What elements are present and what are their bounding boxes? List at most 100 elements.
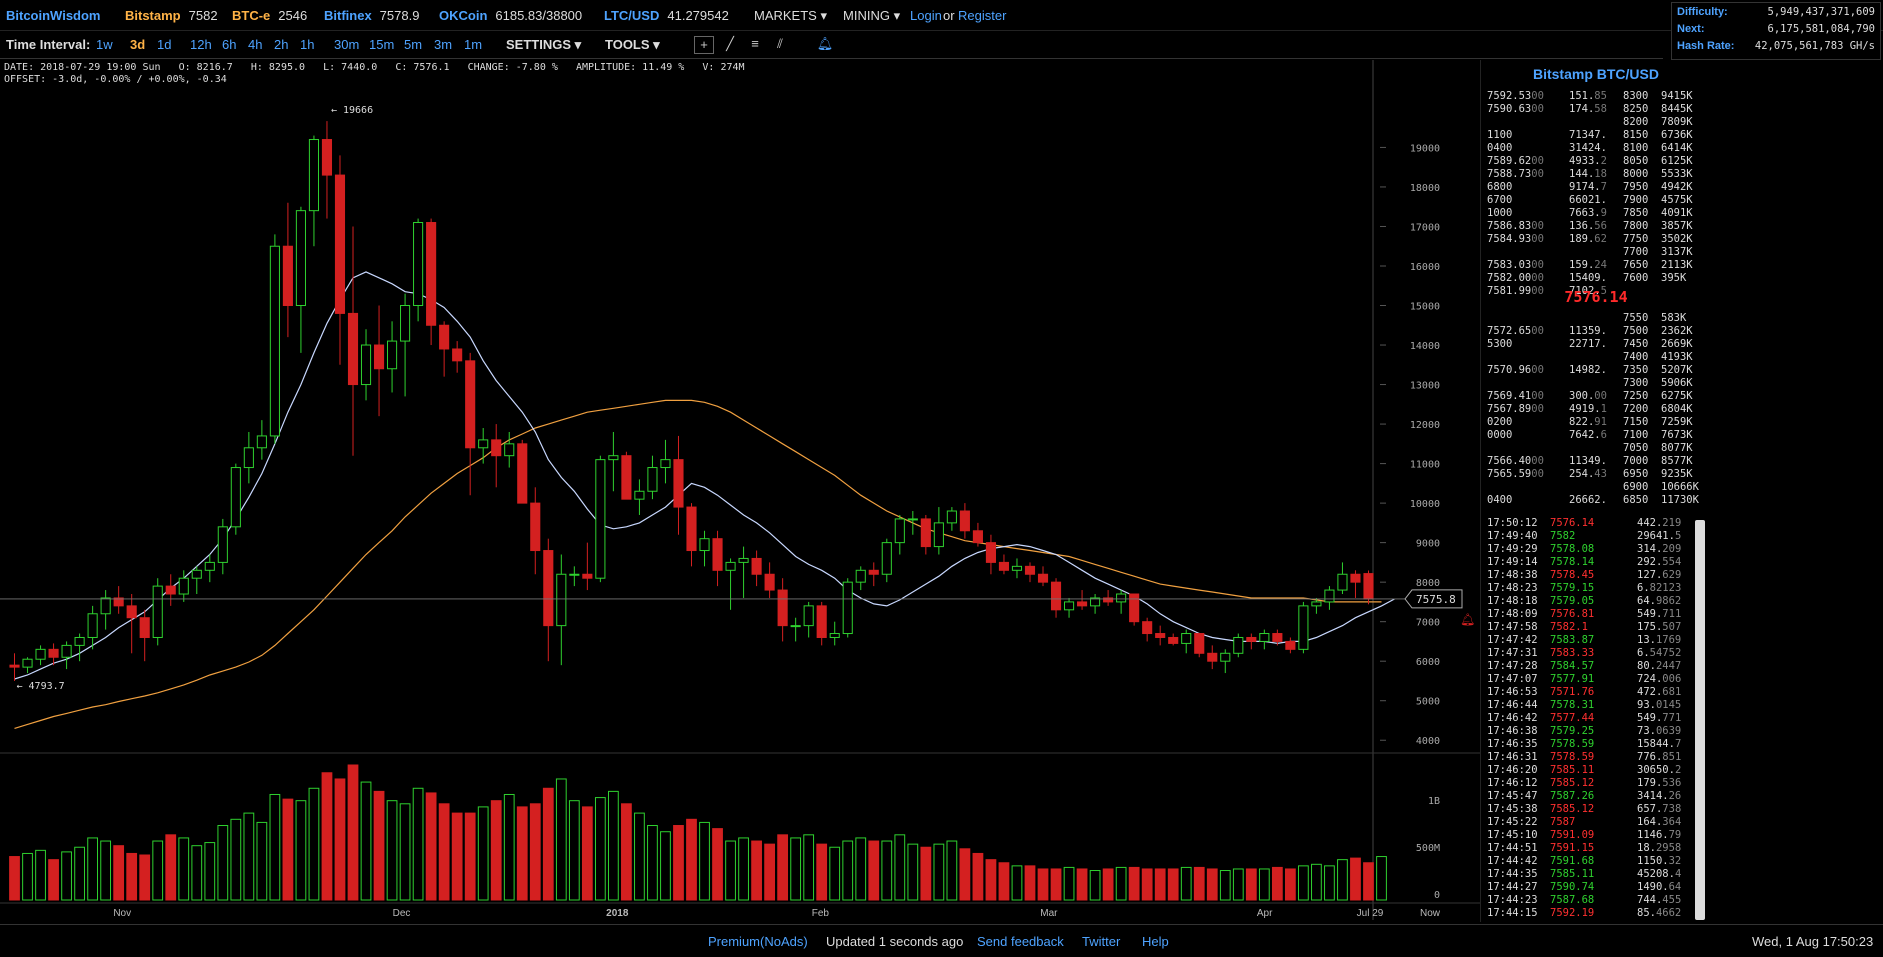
- y-tick-label: 6000: [1416, 657, 1440, 668]
- ask-row[interactable]: 0400 31424. 8100 6414K: [1483, 142, 1709, 155]
- ticker-okcoin[interactable]: OKCoin 6185.83/38800: [439, 8, 582, 23]
- bid-row[interactable]: 7550 583K: [1483, 312, 1709, 325]
- ticker-btce[interactable]: BTC-e 2546: [232, 8, 307, 23]
- bid-row[interactable]: 7569.4100 300.00 7250 6275K: [1483, 390, 1709, 403]
- ask-row[interactable]: 7589.6200 4933.2 8050 6125K: [1483, 155, 1709, 168]
- interval-6h[interactable]: 6h: [222, 37, 237, 52]
- settings-menu[interactable]: SETTINGS ▾: [506, 37, 581, 53]
- interval-12h[interactable]: 12h: [190, 37, 212, 52]
- updated-status: Updated 1 seconds ago: [826, 934, 964, 949]
- interval-2h[interactable]: 2h: [274, 37, 289, 52]
- markets-menu[interactable]: MARKETS ▾: [754, 8, 827, 24]
- interval-15m[interactable]: 15m: [369, 37, 395, 52]
- bid-row[interactable]: 5300 22717. 7450 2669K: [1483, 338, 1709, 351]
- interval-3m[interactable]: 3m: [434, 37, 453, 52]
- ask-row[interactable]: 7582.0000 15409. 7600 395K: [1483, 272, 1709, 285]
- candle-body: [1168, 636, 1179, 644]
- interval-3d[interactable]: 3d: [130, 37, 146, 52]
- volume-bar: [1050, 868, 1062, 901]
- ask-row[interactable]: 1000 7663.9 7850 4091K: [1483, 207, 1709, 220]
- ticker-exchange: Bitfinex: [324, 8, 372, 23]
- bid-row[interactable]: 7566.4000 11349. 7000 8577K: [1483, 455, 1709, 468]
- trade-amount-digits: 4: [1674, 868, 1682, 880]
- trendline-icon[interactable]: ╱: [726, 36, 734, 51]
- trade-time: 17:45:38: [1487, 803, 1538, 815]
- y-tick-label: 18000: [1410, 183, 1440, 194]
- ask-row[interactable]: 7586.8300 136.56 7800 3857K: [1483, 220, 1709, 233]
- candlestick-chart[interactable]: 19000 18000 17000 16000 15000 14000 13000 12000…: [0, 60, 1480, 920]
- order-amount-digits: 2: [1600, 155, 1607, 167]
- price-chart-area[interactable]: 19000 18000 17000 16000 15000 14000 13000 12000…: [0, 60, 1480, 920]
- volume-bar: [204, 842, 216, 901]
- bid-row[interactable]: 7050 8077K: [1483, 442, 1709, 455]
- trades-scrollbar[interactable]: [1695, 520, 1705, 920]
- interval-1d[interactable]: 1d: [157, 37, 172, 52]
- depth-sum: 8577K: [1661, 455, 1693, 467]
- candle-body: [1363, 573, 1374, 600]
- ask-row[interactable]: 6800 9174.7 7950 4942K: [1483, 181, 1709, 194]
- twitter-link[interactable]: Twitter: [1082, 934, 1121, 949]
- ask-row[interactable]: 1100 71347. 8150 6736K: [1483, 129, 1709, 142]
- bell-icon[interactable]: 🔔︎: [816, 36, 834, 51]
- interval-4h[interactable]: 4h: [248, 37, 263, 52]
- register-link[interactable]: Register: [958, 8, 1007, 23]
- login-link[interactable]: Login: [910, 8, 942, 23]
- ask-row[interactable]: 7700 3137K: [1483, 246, 1709, 259]
- ask-row[interactable]: 7592.5300 151.85 8300 9415K: [1483, 90, 1709, 103]
- bid-row[interactable]: 7567.8900 4919.1 7200 6804K: [1483, 403, 1709, 416]
- trade-row: 17:45:22 7587 164.364: [1483, 816, 1693, 829]
- bid-row[interactable]: 7300 5906K: [1483, 377, 1709, 390]
- premium-link[interactable]: Premium(NoAds): [708, 934, 808, 949]
- candle-body: [790, 625, 801, 628]
- interval-1h[interactable]: 1h: [300, 37, 315, 52]
- fan-lines-icon[interactable]: ⫽: [777, 36, 783, 51]
- trade-amount-digits: 851: [1662, 751, 1682, 763]
- candle-body: [556, 573, 567, 627]
- high-price-label: ← 19666: [331, 105, 373, 116]
- ticker-ltcusd[interactable]: LTC/USD 41.279542: [604, 8, 729, 23]
- help-link[interactable]: Help: [1142, 934, 1169, 949]
- bid-row[interactable]: 0400 26662. 6850 11730K: [1483, 494, 1709, 507]
- horizontal-lines-icon[interactable]: ≡: [751, 36, 759, 51]
- trade-amount: 6.82123: [1637, 582, 1682, 594]
- bid-row[interactable]: 6900 10666K: [1483, 481, 1709, 494]
- candle-body: [61, 644, 72, 658]
- candle-body: [1233, 636, 1244, 654]
- volume-bar: [178, 837, 190, 901]
- candle-body: [1285, 640, 1296, 650]
- order-amount: 71347.: [1569, 129, 1607, 141]
- ticker-bitstamp[interactable]: Bitstamp 7582: [125, 8, 218, 23]
- trade-row: 17:44:42 7591.68 1150.32: [1483, 855, 1693, 868]
- bid-row[interactable]: 7565.5900 254.43 6950 9235K: [1483, 468, 1709, 481]
- bid-row[interactable]: 7570.9600 14982. 7350 5207K: [1483, 364, 1709, 377]
- tools-menu[interactable]: TOOLS ▾: [605, 37, 660, 53]
- mining-menu[interactable]: MINING ▾: [843, 8, 900, 24]
- bid-row[interactable]: 0000 7642.6 7100 7673K: [1483, 429, 1709, 442]
- interval-30m[interactable]: 30m: [334, 37, 360, 52]
- volume-bar: [464, 812, 476, 901]
- ticker-bitfinex[interactable]: Bitfinex 7578.9: [324, 8, 419, 23]
- ask-row[interactable]: 7588.7300 144.18 8000 5533K: [1483, 168, 1709, 181]
- ask-row[interactable]: 7590.6300 174.58 8250 8445K: [1483, 103, 1709, 116]
- send-feedback-link[interactable]: Send feedback: [977, 934, 1064, 949]
- interval-1m[interactable]: 1m: [464, 37, 483, 52]
- bid-row[interactable]: 7572.6500 11359. 7500 2362K: [1483, 325, 1709, 338]
- bid-row[interactable]: 0200 822.91 7150 7259K: [1483, 416, 1709, 429]
- depth-level: 7900: [1623, 194, 1649, 206]
- ask-row[interactable]: 7583.0300 159.24 7650 2113K: [1483, 259, 1709, 272]
- volume-bar: [412, 787, 424, 901]
- brand-logo[interactable]: BitcoinWisdom: [6, 8, 101, 23]
- order-amount: 189.62: [1569, 233, 1607, 245]
- trade-amount: 29641.5: [1637, 530, 1682, 542]
- interval-1w[interactable]: 1w: [96, 37, 113, 52]
- bid-row[interactable]: 7400 4193K: [1483, 351, 1709, 364]
- volume-bar: [1284, 868, 1296, 901]
- ask-row[interactable]: 7581.9900 7102.5: [1483, 285, 1709, 298]
- depth-sum: 395K: [1661, 272, 1687, 284]
- ask-row[interactable]: 8200 7809K: [1483, 116, 1709, 129]
- ask-row[interactable]: 6700 66021. 7900 4575K: [1483, 194, 1709, 207]
- ask-row[interactable]: 7584.9300 189.62 7750 3502K: [1483, 233, 1709, 246]
- crosshair-icon[interactable]: +: [694, 36, 714, 54]
- interval-5m[interactable]: 5m: [404, 37, 423, 52]
- trade-amount: 3414.26: [1637, 790, 1682, 802]
